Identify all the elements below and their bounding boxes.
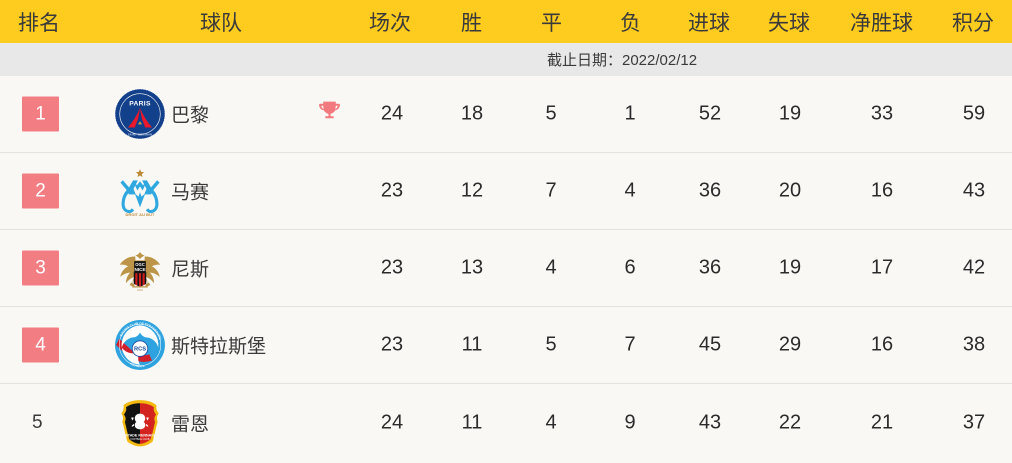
- svg-text:1904: 1904: [137, 288, 143, 292]
- svg-text:SAINT-GERMAIN: SAINT-GERMAIN: [128, 132, 153, 136]
- svg-text:PARIS: PARIS: [129, 101, 151, 108]
- svg-text:RCS: RCS: [134, 347, 146, 353]
- svg-text:DROIT AU BUT: DROIT AU BUT: [126, 212, 156, 217]
- svg-text:OGC: OGC: [135, 262, 144, 267]
- svg-text:STADE RENNAIS: STADE RENNAIS: [125, 433, 155, 437]
- svg-text:NICE: NICE: [134, 267, 145, 272]
